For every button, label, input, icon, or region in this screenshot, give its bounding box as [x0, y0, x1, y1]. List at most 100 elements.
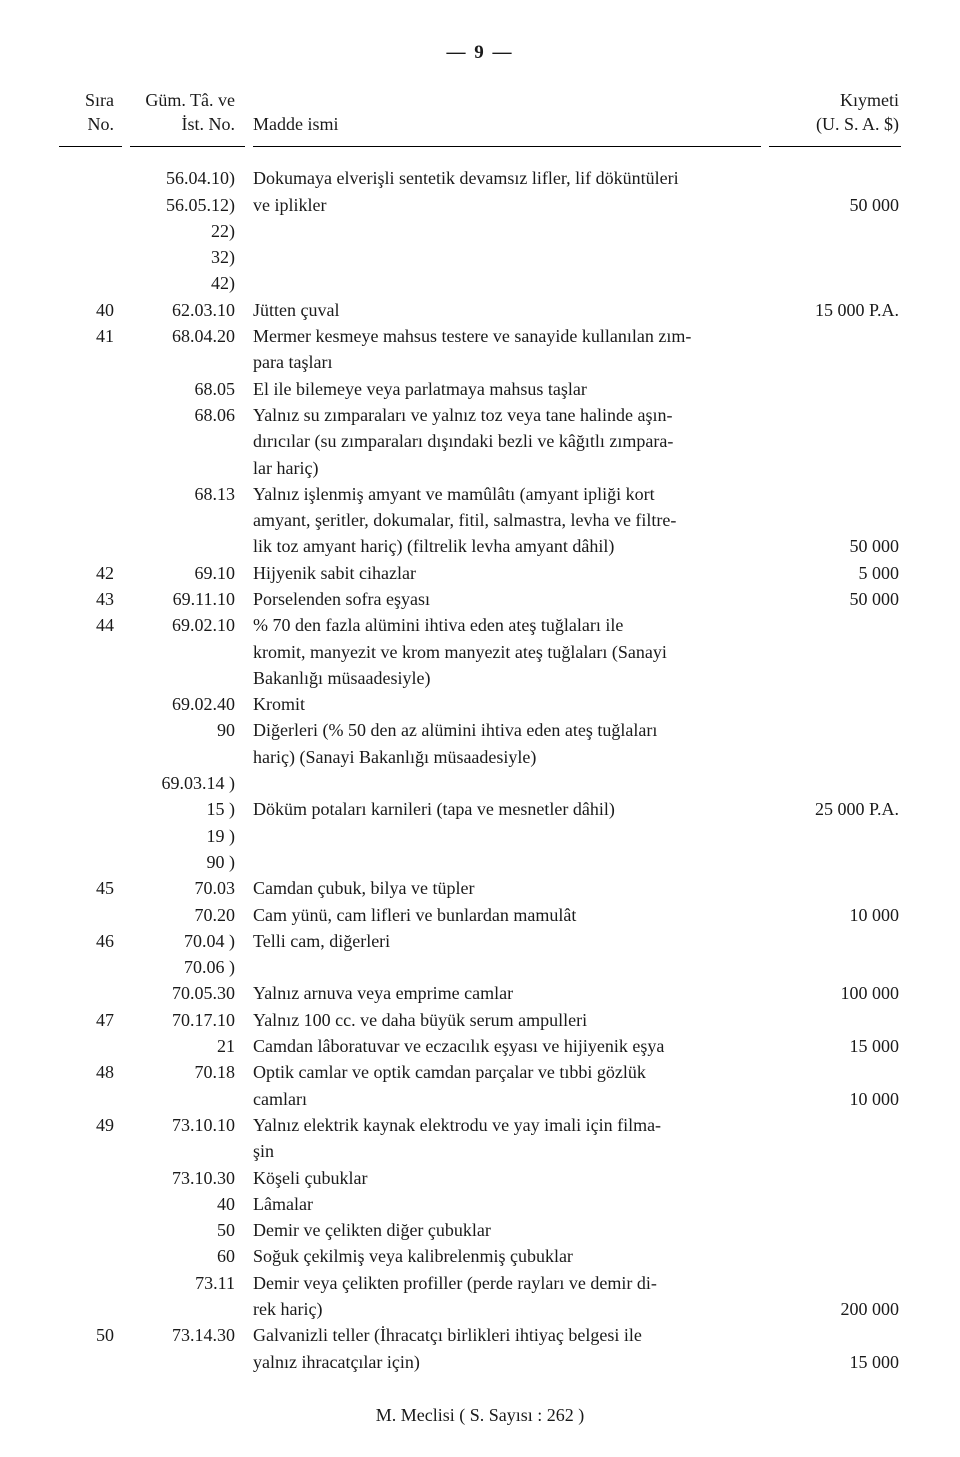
cell-kiymeti	[765, 1007, 905, 1033]
table-row: 4570.03Camdan çubuk, bilya ve tüpler	[55, 875, 905, 901]
cell-sira	[55, 717, 126, 743]
table-row: 70.20Cam yünü, cam lifleri ve bunlardan …	[55, 902, 905, 928]
table-row: 90 )	[55, 849, 905, 875]
page-number: — 9 —	[55, 40, 905, 66]
cell-kiymeti	[765, 218, 905, 244]
page-footer: M. Meclisi ( S. Sayısı : 262 )	[55, 1403, 905, 1427]
cell-sira	[55, 849, 126, 875]
cell-gum: 70.04 )	[126, 928, 249, 954]
table-row: 68.13Yalnız işlenmiş amyant ve mamûlâtı …	[55, 481, 905, 507]
cell-gum: 70.18	[126, 1059, 249, 1085]
cell-kiymeti	[765, 1322, 905, 1348]
table-row: amyant, şeritler, dokumalar, fitil, salm…	[55, 507, 905, 533]
table-row: 21Camdan lâboratuvar ve eczacılık eşyası…	[55, 1033, 905, 1059]
cell-gum	[126, 533, 249, 559]
table-row: 56.05.12)ve iplikler50 000	[55, 192, 905, 218]
cell-sira: 44	[55, 612, 126, 638]
cell-kiymeti	[765, 428, 905, 454]
cell-gum	[126, 507, 249, 533]
cell-madde: Camdan çubuk, bilya ve tüpler	[249, 875, 765, 901]
table-row: hariç) (Sanayi Bakanlığı müsaadesiyle)	[55, 744, 905, 770]
cell-kiymeti	[765, 481, 905, 507]
table-row: yalnız ihracatçılar için)15 000	[55, 1349, 905, 1375]
cell-kiymeti	[765, 455, 905, 481]
cell-gum: 21	[126, 1033, 249, 1059]
cell-madde: Bakanlığı müsaadesiyle)	[249, 665, 765, 691]
cell-madde: kromit, manyezit ve krom manyezit ateş t…	[249, 639, 765, 665]
table-row: 42)	[55, 270, 905, 296]
cell-kiymeti: 15 000	[765, 1033, 905, 1059]
cell-madde: Yalnız elektrik kaynak elektrodu ve yay …	[249, 1112, 765, 1138]
cell-gum: 32)	[126, 244, 249, 270]
cell-gum: 73.11	[126, 1270, 249, 1296]
cell-kiymeti	[765, 376, 905, 402]
cell-sira	[55, 244, 126, 270]
cell-gum	[126, 665, 249, 691]
cell-madde: Demir ve çelikten diğer çubuklar	[249, 1217, 765, 1243]
table-row: şin	[55, 1138, 905, 1164]
cell-sira	[55, 1191, 126, 1217]
cell-gum	[126, 1296, 249, 1322]
cell-sira	[55, 192, 126, 218]
cell-sira: 45	[55, 875, 126, 901]
cell-sira	[55, 770, 126, 796]
table-row: 68.06Yalnız su zımparaları ve yalnız toz…	[55, 402, 905, 428]
cell-kiymeti	[765, 1243, 905, 1269]
cell-gum: 40	[126, 1191, 249, 1217]
cell-kiymeti	[765, 507, 905, 533]
cell-madde: Jütten çuval	[249, 297, 765, 323]
cell-gum: 68.04.20	[126, 323, 249, 349]
cell-gum	[126, 744, 249, 770]
cell-sira	[55, 1349, 126, 1375]
cell-madde	[249, 244, 765, 270]
cell-madde: Telli cam, diğerleri	[249, 928, 765, 954]
cell-gum: 70.17.10	[126, 1007, 249, 1033]
cell-madde: Optik camlar ve optik camdan parçalar ve…	[249, 1059, 765, 1085]
table-row: 4168.04.20Mermer kesmeye mahsus testere …	[55, 323, 905, 349]
cell-gum: 90	[126, 717, 249, 743]
cell-gum	[126, 1349, 249, 1375]
cell-madde: Galvanizli teller (İhracatçı birlikleri …	[249, 1322, 765, 1348]
cell-sira	[55, 218, 126, 244]
cell-kiymeti: 50 000	[765, 533, 905, 559]
cell-sira	[55, 1138, 126, 1164]
cell-kiymeti: 200 000	[765, 1296, 905, 1322]
cell-madde	[249, 218, 765, 244]
cell-madde: Kromit	[249, 691, 765, 717]
cell-gum: 70.03	[126, 875, 249, 901]
cell-kiymeti	[765, 717, 905, 743]
cell-kiymeti	[765, 849, 905, 875]
cell-kiymeti: 5 000	[765, 560, 905, 586]
cell-sira	[55, 980, 126, 1006]
table-row: rek hariç)200 000	[55, 1296, 905, 1322]
cell-sira	[55, 665, 126, 691]
cell-gum	[126, 1086, 249, 1112]
cell-sira	[55, 533, 126, 559]
cell-sira	[55, 1033, 126, 1059]
cell-sira: 42	[55, 560, 126, 586]
table-row: 69.03.14 )	[55, 770, 905, 796]
header-gum: Güm. Tâ. ve İst. No.	[126, 84, 249, 143]
cell-madde: yalnız ihracatçılar için)	[249, 1349, 765, 1375]
cell-madde: Porselenden sofra eşyası	[249, 586, 765, 612]
cell-madde: rek hariç)	[249, 1296, 765, 1322]
table-row: 4469.02.10% 70 den fazla alümini ihtiva …	[55, 612, 905, 638]
cell-kiymeti	[765, 744, 905, 770]
cell-sira	[55, 823, 126, 849]
cell-sira	[55, 402, 126, 428]
table-row: lar hariç)	[55, 455, 905, 481]
cell-sira	[55, 1217, 126, 1243]
cell-sira	[55, 1243, 126, 1269]
cell-gum: 69.10	[126, 560, 249, 586]
cell-madde	[249, 770, 765, 796]
cell-sira	[55, 376, 126, 402]
cell-gum	[126, 1138, 249, 1164]
cell-gum: 15 )	[126, 796, 249, 822]
cell-madde: Cam yünü, cam lifleri ve bunlardan mamul…	[249, 902, 765, 928]
cell-sira: 47	[55, 1007, 126, 1033]
cell-gum	[126, 349, 249, 375]
cell-kiymeti	[765, 323, 905, 349]
cell-kiymeti	[765, 639, 905, 665]
cell-sira	[55, 165, 126, 191]
cell-kiymeti	[765, 770, 905, 796]
